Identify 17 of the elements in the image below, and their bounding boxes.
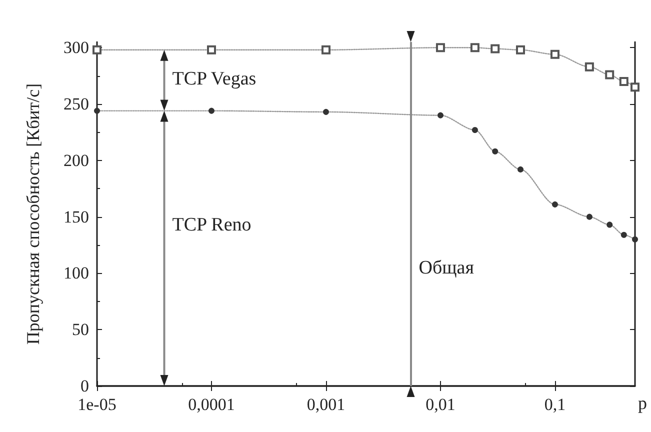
x-tick-label: 1e-05 <box>78 395 116 414</box>
y-tick-label: 300 <box>64 38 89 58</box>
x-axis-title: p <box>638 393 647 413</box>
y-tick-label: 50 <box>72 320 89 340</box>
y-tick-label: 150 <box>64 207 89 226</box>
x-tick-label: 0,0001 <box>188 395 235 414</box>
x-tick-label: 0,001 <box>306 395 346 414</box>
annotation: TCP Vegas <box>172 68 256 90</box>
y-tick-label: 0 <box>80 376 89 396</box>
ref-line-label: Общая <box>418 257 474 278</box>
y-tick-label: 100 <box>64 264 89 283</box>
annotation: TCP Reno <box>172 214 252 236</box>
y-tick-label: 250 <box>64 94 89 114</box>
x-tick-label: 0,01 <box>426 395 456 414</box>
x-tick-label: 0,1 <box>544 395 566 414</box>
y-tick-label: 200 <box>64 150 89 170</box>
y-axis-title: Пропускная способность [Кбит/с] <box>23 83 43 345</box>
